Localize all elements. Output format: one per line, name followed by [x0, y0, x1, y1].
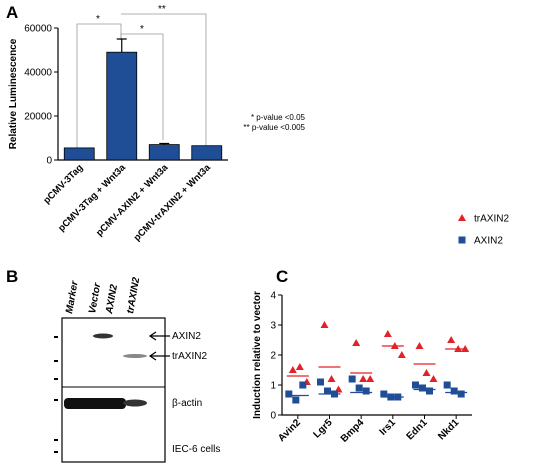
point — [362, 387, 370, 395]
point — [352, 339, 361, 346]
blot — [54, 317, 170, 463]
x-tick-label: Lgr5 — [312, 417, 335, 440]
point — [299, 381, 307, 389]
annotation: * — [140, 24, 144, 35]
cells-label: IEC-6 cells — [172, 444, 220, 455]
point — [295, 363, 304, 370]
point — [292, 396, 300, 404]
point — [415, 342, 424, 349]
x-tick-label: Irs1 — [378, 417, 399, 438]
point — [355, 384, 363, 392]
y-tick-label: 4 — [270, 291, 276, 302]
annotation: * — [96, 14, 100, 25]
lane-label: trAXIN2 — [125, 276, 142, 314]
point — [447, 336, 456, 343]
y-axis-label: Relative Luminescence — [8, 38, 19, 149]
y-tick-label: 0 — [46, 156, 52, 167]
y-tick-label: 0 — [270, 411, 276, 422]
bar — [148, 144, 180, 161]
x-tick-label: pCMV-trAXIN2 + Wnt3a — [132, 162, 214, 244]
axis — [57, 28, 228, 161]
lane-label: Marker — [64, 279, 81, 314]
legend-marker — [458, 236, 466, 244]
point — [324, 387, 331, 395]
x-tick-label: pCMV-3Tag — [42, 162, 86, 206]
point — [429, 375, 438, 382]
point — [285, 390, 293, 398]
brackets — [76, 13, 207, 150]
point — [288, 366, 297, 373]
x-tick-label: pCMV-AXIN2 + Wnt3a — [94, 162, 171, 239]
note: ** p-value <0.005 — [243, 123, 305, 132]
y-tick-label: 1 — [270, 381, 276, 392]
panel-label: A — [6, 3, 18, 22]
point — [426, 387, 433, 395]
y-tick-label: 20000 — [24, 112, 52, 123]
point — [317, 378, 324, 386]
legend-marker — [458, 214, 466, 221]
legend-label: AXIN2 — [474, 236, 503, 247]
point — [457, 390, 465, 398]
y-tick-label: 60000 — [24, 24, 52, 35]
y-tick-label: 2 — [270, 351, 276, 362]
x-tick-label: Avin2 — [276, 417, 303, 444]
bar — [191, 145, 223, 161]
point — [422, 369, 431, 376]
point — [327, 375, 336, 382]
band-label: AXIN2 — [172, 331, 201, 342]
error-bar — [159, 142, 170, 145]
point — [419, 384, 426, 392]
y-axis-label: Induction relative to vector — [252, 291, 263, 419]
y-tick-label: 3 — [270, 321, 276, 332]
bar — [106, 51, 138, 161]
error-bar — [116, 38, 127, 53]
panel-label: B — [6, 267, 18, 286]
band-label: β-actin — [172, 398, 202, 409]
point — [359, 375, 368, 382]
point — [450, 387, 458, 395]
lane-label: Vector — [87, 281, 103, 314]
axis — [281, 295, 472, 416]
point — [320, 321, 329, 328]
point — [397, 351, 406, 358]
point — [383, 330, 392, 337]
note: * p-value <0.05 — [251, 113, 306, 122]
y-tick-label: 40000 — [24, 68, 52, 79]
lane-label: AXIN2 — [104, 283, 120, 315]
x-tick-label: Edn1 — [405, 417, 430, 442]
point — [366, 375, 375, 382]
point — [348, 375, 356, 383]
point — [443, 381, 451, 389]
x-tick-label: Nkd1 — [436, 417, 461, 442]
point — [412, 381, 419, 389]
x-tick-label: Bmp4 — [339, 417, 367, 445]
band-label: trAXIN2 — [172, 351, 207, 362]
point — [380, 390, 388, 398]
bar — [63, 147, 95, 161]
annotation: ** — [158, 4, 166, 15]
panel-label: C — [276, 267, 288, 286]
legend-label: trAXIN2 — [474, 214, 509, 225]
